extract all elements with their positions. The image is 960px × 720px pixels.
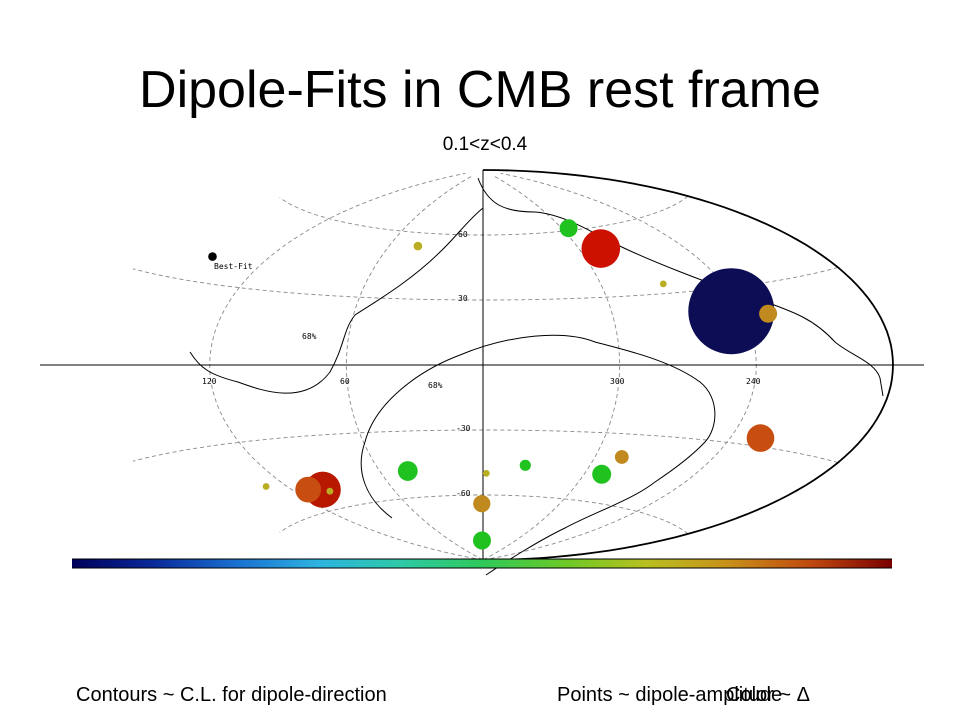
graticule-parallel [132, 429, 839, 463]
data-point-best-fit [208, 252, 217, 261]
contour-68-lower [360, 334, 716, 576]
data-point-navy [688, 268, 775, 355]
data-point-red-top [581, 229, 621, 268]
data-point-ochre-right [759, 304, 778, 323]
data-point-green-center [519, 459, 531, 471]
data-point-olive-left [262, 483, 270, 490]
contour-label: 68% [302, 332, 317, 341]
data-point-ochre-center [473, 495, 491, 513]
best-fit-label: Best-Fit [214, 262, 253, 271]
data-point-green-top [559, 219, 578, 238]
lon-tick-label: 300 [610, 377, 625, 386]
lat-tick-label: -30 [456, 424, 471, 433]
footer-contours-note: Contours ~ C.L. for dipole-direction [76, 684, 387, 706]
data-point-olive-left-2 [326, 487, 334, 495]
contour-label: 68% [428, 381, 443, 390]
lat-tick-label: -60 [456, 489, 471, 498]
graticule-meridian [345, 175, 483, 561]
lat-tick-label: 60 [458, 230, 468, 239]
data-point-olive-center [482, 469, 490, 477]
footer-color-note: Color ~ Δ [726, 684, 810, 706]
footer-points-note: Points ~ dipole-amplitude [557, 684, 783, 706]
colorbar [72, 559, 892, 568]
data-point-olive-right [659, 280, 667, 288]
graticule-meridian [209, 172, 483, 561]
graticule-meridian [483, 175, 621, 561]
data-point-olive-top [413, 241, 423, 251]
lon-tick-label: 60 [340, 377, 350, 386]
data-point-green-lower-right [592, 464, 612, 484]
contour-68-upper [189, 177, 884, 397]
data-points [208, 219, 778, 550]
chart-subtitle: 0.1<z<0.4 [442, 134, 528, 155]
data-point-ochre-lower-right [614, 450, 629, 464]
lon-tick-label: 120 [202, 377, 217, 386]
data-point-orange-left [295, 476, 322, 503]
graticule-parallel [279, 195, 689, 236]
data-point-orange-right [746, 424, 775, 452]
map-outline [482, 169, 894, 561]
data-point-green-left [397, 461, 418, 481]
data-point-green-bottom [473, 531, 491, 550]
lat-tick-label: 30 [458, 294, 468, 303]
lon-tick-label: 240 [746, 377, 761, 386]
graticule-meridian [483, 172, 757, 561]
page-title: Dipole-Fits in CMB rest frame [139, 61, 821, 119]
